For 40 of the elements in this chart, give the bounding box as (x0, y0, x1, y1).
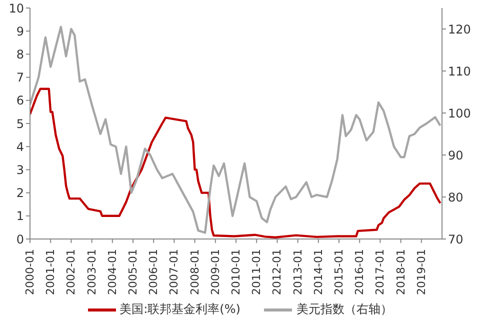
x-tick-label: 2006-01 (147, 249, 160, 295)
y-tick-label: 10 (8, 1, 24, 16)
x-tick-label: 2010-01 (230, 249, 242, 295)
y2-tick-label: 80 (448, 190, 464, 204)
y-tick-label: 1 (16, 209, 24, 224)
y-tick-label: 6 (16, 94, 24, 108)
y2-tick-label: 120 (448, 22, 471, 36)
x-tick-label: 2003-01 (85, 249, 98, 295)
x-tick-label: 2012-01 (270, 249, 284, 295)
x-tick-label: 2014-01 (312, 249, 325, 295)
y-tick-label: 9 (16, 24, 24, 38)
legend-label: 美元指数（右轴） (296, 301, 392, 318)
x-tick-label: 2011-01 (250, 249, 264, 295)
y-tick-label: 2 (16, 186, 24, 200)
x-tick-label: 2002-01 (64, 249, 78, 295)
y-tick-label: 4 (16, 140, 24, 154)
y-tick-label: 0 (16, 232, 24, 246)
x-tick-label: 2001-01 (44, 249, 58, 295)
x-tick-label: 2019-01 (414, 249, 428, 295)
x-tick-label: 2000-01 (24, 249, 36, 295)
x-tick-label: 2018-01 (394, 249, 408, 295)
x-tick-label: 2008-01 (188, 249, 202, 295)
line-series (30, 26, 442, 234)
y-tick-label: 5 (16, 116, 24, 131)
y2-tick-label: 70 (448, 232, 464, 246)
legend-label: 美国:联邦基金利率(%) (120, 301, 240, 318)
x-tick-label: 2017-01 (374, 249, 387, 295)
x-tick-label: 2004-01 (106, 249, 119, 295)
y-tick-label: 3 (16, 162, 24, 177)
x-tick-label: 2013-01 (291, 249, 304, 295)
x-tick-label: 2007-01 (168, 249, 181, 295)
y2-tick-label: 110 (448, 64, 471, 78)
x-tick-label: 2016-01 (353, 249, 366, 295)
x-tick-label: 2009-01 (208, 249, 222, 295)
x-tick-label: 2005-01 (126, 249, 140, 295)
y-tick-label: 7 (16, 70, 24, 85)
y2-tick-label: 100 (448, 106, 471, 120)
y-tick-label: 8 (16, 47, 24, 62)
y2-tick-label: 90 (448, 148, 464, 162)
x-tick-label: 2015-01 (332, 249, 346, 295)
